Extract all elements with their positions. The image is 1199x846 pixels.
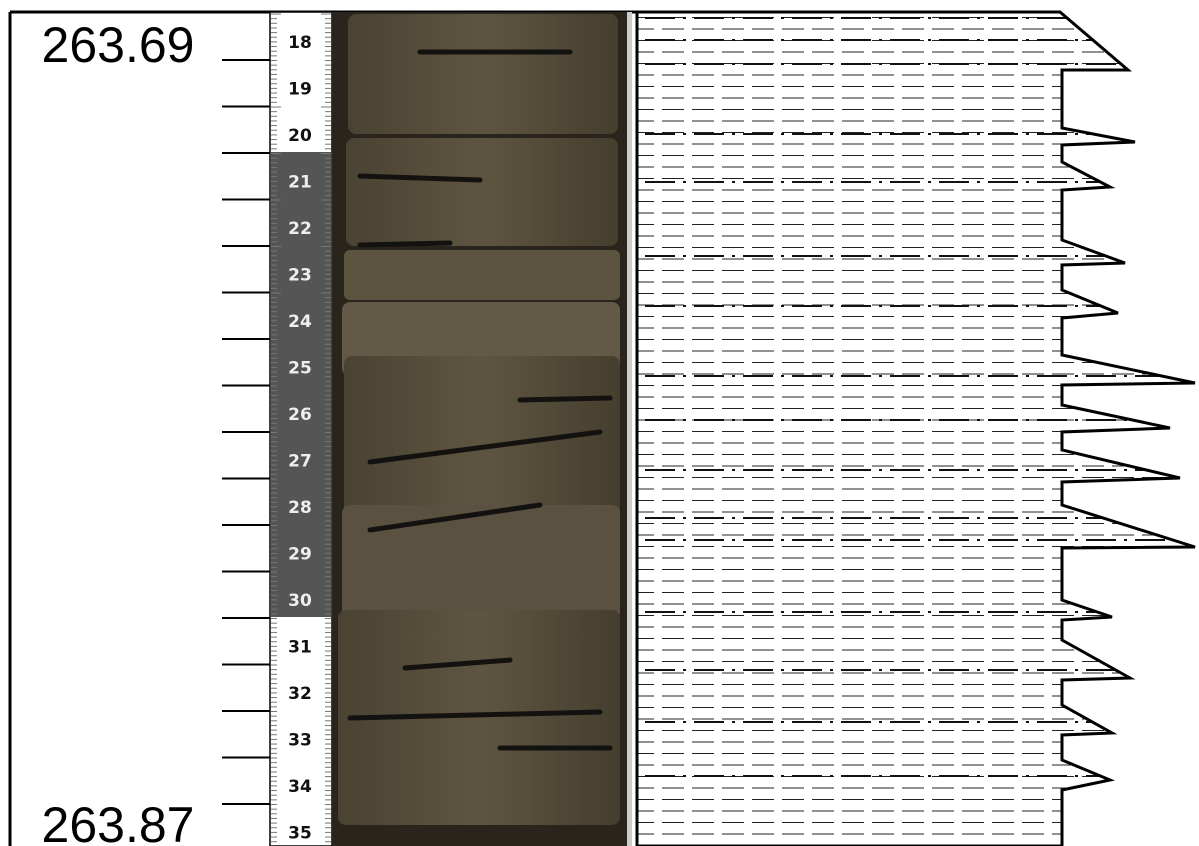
scale-label: 35 [288, 824, 312, 844]
scale-label: 28 [288, 498, 312, 518]
scale-label: 22 [288, 219, 312, 239]
scale-label: 27 [288, 452, 312, 472]
depth-top: 263.69 [42, 17, 195, 73]
scale-label: 24 [288, 312, 312, 332]
scale-label: 33 [288, 731, 312, 751]
core-piece [342, 505, 620, 620]
scale-label: 26 [288, 405, 312, 425]
core-piece [348, 14, 618, 134]
depth-ticks [222, 60, 270, 804]
core-piece [346, 138, 618, 246]
scale-label: 34 [288, 777, 312, 797]
scale-label: 23 [288, 266, 312, 286]
scale-label: 21 [288, 173, 312, 193]
core-piece [344, 250, 620, 300]
scale-label: 31 [288, 638, 312, 658]
scale-label: 32 [288, 684, 312, 704]
core-piece [344, 356, 620, 526]
scale-label: 30 [288, 591, 312, 611]
depth-bottom: 263.87 [42, 797, 195, 846]
scale-label: 20 [288, 126, 312, 146]
page: 263.69 263.87 18 19 20 21 22 23 24 25 26 27 28 29 30… [0, 0, 1199, 846]
scale-label: 25 [288, 359, 312, 379]
scale-label: 18 [288, 33, 312, 53]
scale-label: 19 [288, 80, 312, 100]
core-log: 263.69 263.87 18 19 20 21 22 23 24 25 26 27 28 29 30… [0, 0, 1199, 846]
core-edge [627, 12, 632, 846]
scale-label: 29 [288, 545, 312, 565]
